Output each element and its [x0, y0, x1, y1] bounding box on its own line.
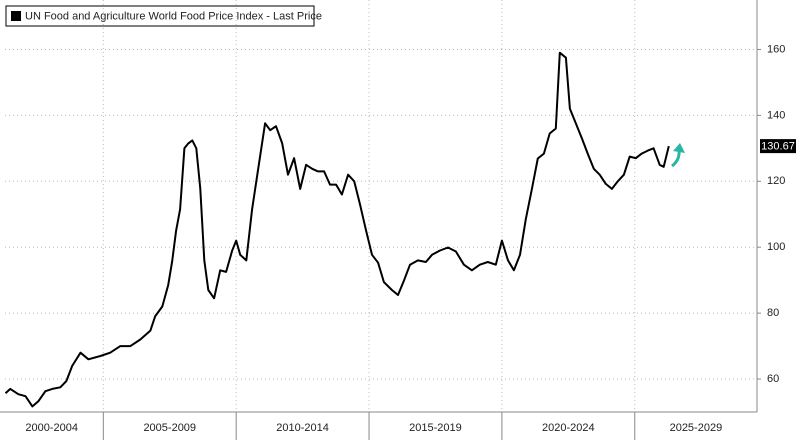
y-tick-label: 140	[767, 109, 785, 121]
trend-arrow-head	[673, 143, 685, 153]
legend-box	[5, 5, 315, 27]
last-price-label: 130.67	[761, 141, 795, 153]
x-period-label: 2025-2029	[670, 422, 723, 434]
trend-arrow	[671, 149, 681, 168]
last-price-box	[760, 139, 796, 154]
y-tick-label: 100	[767, 241, 785, 253]
legend-swatch	[11, 11, 21, 21]
y-tick-label: 120	[767, 175, 785, 187]
x-period-label: 2000-2004	[25, 422, 78, 434]
y-tick-label: 80	[767, 307, 779, 319]
x-period-label: 2020-2024	[542, 422, 595, 434]
legend-label: UN Food and Agriculture World Food Price…	[25, 10, 322, 22]
price-line	[4, 51, 670, 408]
y-tick-label: 160	[767, 43, 785, 55]
x-period-label: 2005-2009	[143, 422, 196, 434]
y-tick-label: 60	[767, 373, 779, 385]
x-period-label: 2010-2014	[276, 422, 329, 434]
x-period-label: 2015-2019	[409, 422, 462, 434]
